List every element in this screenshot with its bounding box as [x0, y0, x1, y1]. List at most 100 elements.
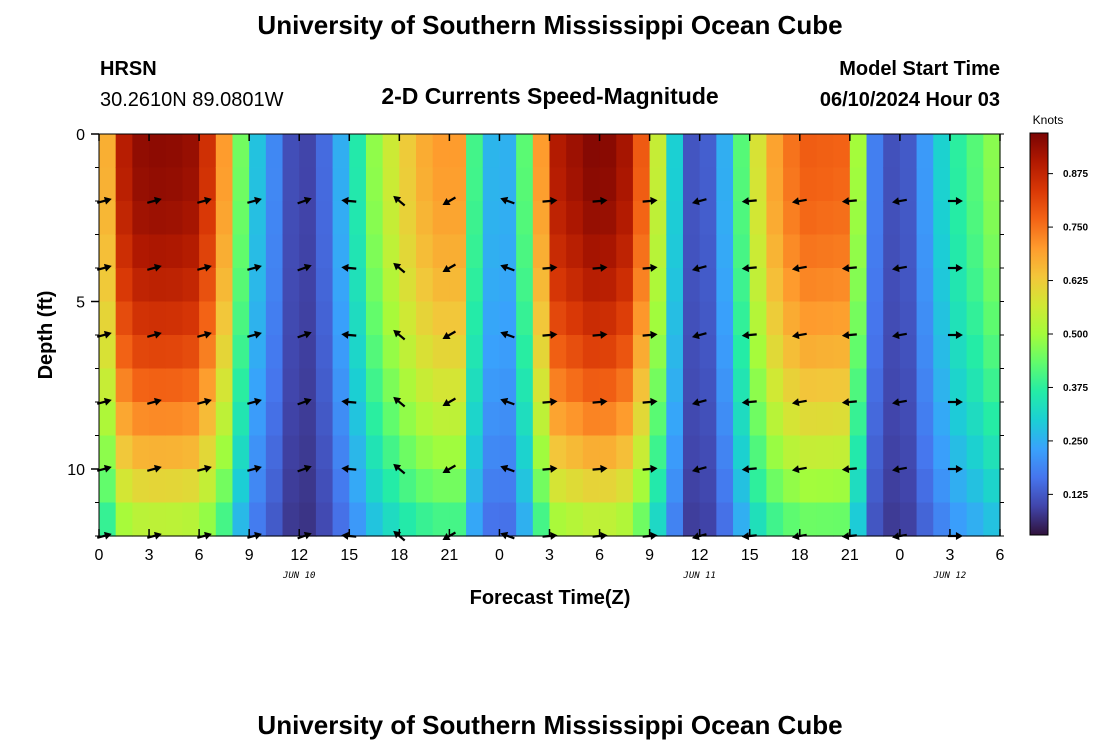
- heatmap-cell: [165, 335, 184, 370]
- heatmap-cell: [883, 502, 901, 537]
- heatmap-cell: [99, 335, 117, 370]
- heatmap-cell: [649, 368, 667, 403]
- heatmap-cell: [249, 167, 267, 202]
- heatmap-cell: [749, 469, 768, 504]
- colorbar-tick-label: 0.625: [1063, 276, 1088, 287]
- heatmap-cell: [949, 234, 968, 269]
- heatmap-cell: [315, 301, 334, 336]
- heatmap-cell: [599, 469, 617, 504]
- heatmap-cell: [232, 201, 250, 236]
- heatmap-cell: [566, 402, 584, 437]
- current-vector: [892, 398, 907, 407]
- heatmap-cell: [115, 502, 133, 537]
- heatmap-cell: [949, 301, 968, 336]
- heatmap-cell: [249, 435, 267, 470]
- heatmap-cell: [466, 167, 484, 202]
- heatmap-cell: [182, 502, 200, 537]
- current-vector: [341, 330, 357, 339]
- vector-head: [341, 263, 349, 272]
- heatmap-cell: [916, 268, 934, 303]
- vector-head: [341, 330, 349, 339]
- heatmap-cell: [516, 368, 534, 403]
- vector-head: [103, 464, 112, 473]
- heatmap-cell: [983, 368, 1001, 403]
- vector-head: [650, 330, 658, 339]
- heatmap-cell: [699, 167, 717, 202]
- heatmap-cell: [566, 368, 584, 403]
- heatmap-cell: [883, 435, 901, 470]
- current-vector: [393, 262, 406, 274]
- heatmap-cell: [899, 301, 918, 336]
- heatmap-cell: [916, 201, 934, 236]
- heatmap-cell: [599, 502, 617, 537]
- heatmap-cell: [332, 134, 350, 169]
- heatmap-cell: [432, 167, 450, 202]
- heatmap-cell: [866, 402, 884, 437]
- heatmap-cell: [783, 268, 801, 303]
- heatmap-cell: [699, 368, 717, 403]
- heatmap-cell: [582, 301, 601, 336]
- heatmap-cell: [466, 402, 484, 437]
- heatmap-cell: [265, 469, 284, 504]
- current-vector: [341, 263, 357, 272]
- heatmap-cell: [282, 234, 300, 269]
- heatmap-cell: [149, 301, 167, 336]
- colorbar-tick-label: 0.875: [1063, 169, 1088, 180]
- heatmap-cell: [766, 134, 784, 169]
- heatmap-cell: [666, 301, 684, 336]
- heatmap-cell: [549, 469, 567, 504]
- heatmap-cell: [416, 502, 434, 537]
- heatmap-cell: [399, 335, 417, 370]
- heatmap-cell: [265, 201, 284, 236]
- heatmap-cell: [899, 134, 918, 169]
- heatmap-cell: [499, 402, 517, 437]
- heatmap-cell: [449, 435, 467, 470]
- heatmap-cell: [315, 469, 334, 504]
- heatmap-cell: [666, 268, 684, 303]
- heatmap-cell: [549, 201, 567, 236]
- current-vector: [500, 397, 515, 406]
- heatmap-cell: [382, 268, 400, 303]
- current-vector: [841, 398, 857, 407]
- colorbar-tick-label: 0.125: [1063, 490, 1088, 501]
- heatmap-cell: [165, 402, 184, 437]
- heatmap-cell: [499, 268, 517, 303]
- heatmap-cell: [132, 402, 150, 437]
- heatmap-cell: [983, 402, 1001, 437]
- current-vector: [442, 531, 457, 540]
- heatmap-cell: [516, 469, 534, 504]
- heatmap-cell: [699, 335, 717, 370]
- heatmap-cell: [149, 234, 167, 269]
- current-vector: [247, 464, 262, 473]
- heatmap-cell: [616, 167, 634, 202]
- heatmap-cell: [916, 502, 934, 537]
- heatmap-cell: [365, 268, 384, 303]
- heatmap-cell: [532, 435, 551, 470]
- heatmap-cell: [282, 435, 300, 470]
- current-vector: [442, 397, 457, 406]
- heatmap-cell: [849, 167, 868, 202]
- heatmap-cell: [733, 201, 751, 236]
- vector-head: [691, 465, 700, 474]
- heatmap-cell: [733, 301, 751, 336]
- heatmap-cell: [365, 201, 384, 236]
- heatmap-cell: [783, 167, 801, 202]
- heatmap-cell: [933, 134, 951, 169]
- vector-head: [204, 397, 212, 406]
- heatmap-cell: [99, 167, 117, 202]
- heatmap-cell: [349, 167, 367, 202]
- heatmap-cell: [132, 134, 150, 169]
- heatmap-cell: [432, 368, 450, 403]
- vector-head: [254, 397, 262, 406]
- heatmap-cell: [315, 234, 334, 269]
- x-tick-label: 9: [645, 547, 654, 564]
- heatmap-cell: [532, 368, 551, 403]
- heatmap-cell: [365, 402, 384, 437]
- vector-head: [791, 264, 800, 273]
- vector-head: [204, 464, 212, 473]
- heatmap-cell: [182, 335, 200, 370]
- current-vector: [197, 330, 212, 339]
- heatmap-cell: [349, 469, 367, 504]
- heatmap-cell: [899, 234, 918, 269]
- heatmap-cell: [566, 469, 584, 504]
